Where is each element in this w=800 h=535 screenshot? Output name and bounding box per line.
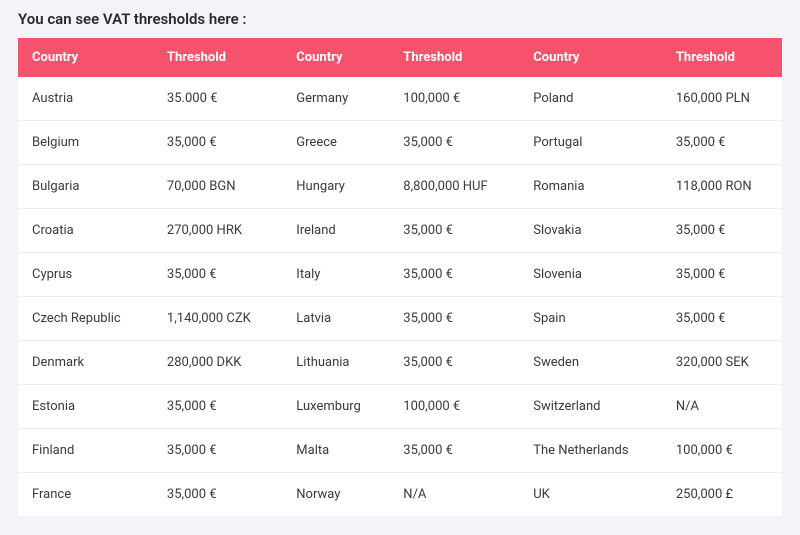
table-cell: 35,000 € xyxy=(153,253,282,297)
table-cell: Greece xyxy=(282,121,389,165)
table-cell: 160,000 PLN xyxy=(662,77,782,121)
col-header-threshold-2: Threshold xyxy=(389,38,519,77)
table-row: Bulgaria70,000 BGNHungary8,800,000 HUFRo… xyxy=(18,165,782,209)
table-cell: Cyprus xyxy=(18,253,153,297)
table-row: Denmark280,000 DKKLithuania35,000 €Swede… xyxy=(18,341,782,385)
table-body: Austria35.000 €Germany100,000 €Poland160… xyxy=(18,77,782,516)
table-cell: UK xyxy=(519,473,662,517)
table-cell: 320,000 SEK xyxy=(662,341,782,385)
table-cell: N/A xyxy=(662,385,782,429)
table-cell: Czech Republic xyxy=(18,297,153,341)
table-cell: Slovenia xyxy=(519,253,662,297)
table-cell: 100,000 € xyxy=(662,429,782,473)
table-row: Austria35.000 €Germany100,000 €Poland160… xyxy=(18,77,782,121)
table-cell: Sweden xyxy=(519,341,662,385)
table-cell: 35,000 € xyxy=(389,209,519,253)
col-header-threshold-3: Threshold xyxy=(662,38,782,77)
table-cell: 35,000 € xyxy=(662,253,782,297)
table-cell: 35,000 € xyxy=(389,253,519,297)
table-cell: 270,000 HRK xyxy=(153,209,282,253)
table-cell: Ireland xyxy=(282,209,389,253)
page-container: You can see VAT thresholds here : Countr… xyxy=(0,0,800,534)
table-cell: 100,000 € xyxy=(389,77,519,121)
table-cell: Belgium xyxy=(18,121,153,165)
table-cell: The Netherlands xyxy=(519,429,662,473)
table-cell: 70,000 BGN xyxy=(153,165,282,209)
table-cell: Finland xyxy=(18,429,153,473)
table-cell: 35,000 € xyxy=(389,297,519,341)
table-cell: 35,000 € xyxy=(662,121,782,165)
table-row: Croatia270,000 HRKIreland35,000 €Slovaki… xyxy=(18,209,782,253)
table-cell: Bulgaria xyxy=(18,165,153,209)
table-cell: 35,000 € xyxy=(389,429,519,473)
page-title: You can see VAT thresholds here : xyxy=(18,10,782,28)
table-cell: N/A xyxy=(389,473,519,517)
table-row: France35,000 €NorwayN/AUK250,000 £ xyxy=(18,473,782,517)
table-cell: 8,800,000 HUF xyxy=(389,165,519,209)
table-cell: Spain xyxy=(519,297,662,341)
table-cell: Switzerland xyxy=(519,385,662,429)
table-cell: Croatia xyxy=(18,209,153,253)
col-header-threshold-1: Threshold xyxy=(153,38,282,77)
table-cell: 35,000 € xyxy=(662,297,782,341)
table-cell: Denmark xyxy=(18,341,153,385)
table-row: Cyprus35,000 €Italy35,000 €Slovenia35,00… xyxy=(18,253,782,297)
table-cell: Italy xyxy=(282,253,389,297)
col-header-country-1: Country xyxy=(18,38,153,77)
table-cell: 35,000 € xyxy=(389,341,519,385)
table-cell: Malta xyxy=(282,429,389,473)
table-cell: Norway xyxy=(282,473,389,517)
table-row: Czech Republic1,140,000 CZKLatvia35,000 … xyxy=(18,297,782,341)
table-row: Finland35,000 €Malta35,000 €The Netherla… xyxy=(18,429,782,473)
table-cell: 250,000 £ xyxy=(662,473,782,517)
table-cell: 35,000 € xyxy=(153,385,282,429)
table-cell: 35,000 € xyxy=(662,209,782,253)
table-cell: Poland xyxy=(519,77,662,121)
table-cell: Hungary xyxy=(282,165,389,209)
table-cell: Germany xyxy=(282,77,389,121)
table-cell: Estonia xyxy=(18,385,153,429)
col-header-country-3: Country xyxy=(519,38,662,77)
col-header-country-2: Country xyxy=(282,38,389,77)
table-cell: 280,000 DKK xyxy=(153,341,282,385)
table-cell: Slovakia xyxy=(519,209,662,253)
table-cell: Austria xyxy=(18,77,153,121)
table-cell: Portugal xyxy=(519,121,662,165)
table-cell: Luxemburg xyxy=(282,385,389,429)
table-header: Country Threshold Country Threshold Coun… xyxy=(18,38,782,77)
table-cell: 35,000 € xyxy=(153,121,282,165)
table-cell: 118,000 RON xyxy=(662,165,782,209)
table-cell: Lithuania xyxy=(282,341,389,385)
table-cell: 100,000 € xyxy=(389,385,519,429)
table-cell: 35,000 € xyxy=(389,121,519,165)
table-cell: Latvia xyxy=(282,297,389,341)
table-cell: 35.000 € xyxy=(153,77,282,121)
table-row: Estonia35,000 €Luxemburg100,000 €Switzer… xyxy=(18,385,782,429)
table-cell: Romania xyxy=(519,165,662,209)
vat-threshold-table: Country Threshold Country Threshold Coun… xyxy=(18,38,782,516)
table-cell: 1,140,000 CZK xyxy=(153,297,282,341)
table-row: Belgium35,000 €Greece35,000 €Portugal35,… xyxy=(18,121,782,165)
table-cell: 35,000 € xyxy=(153,429,282,473)
table-cell: 35,000 € xyxy=(153,473,282,517)
table-cell: France xyxy=(18,473,153,517)
